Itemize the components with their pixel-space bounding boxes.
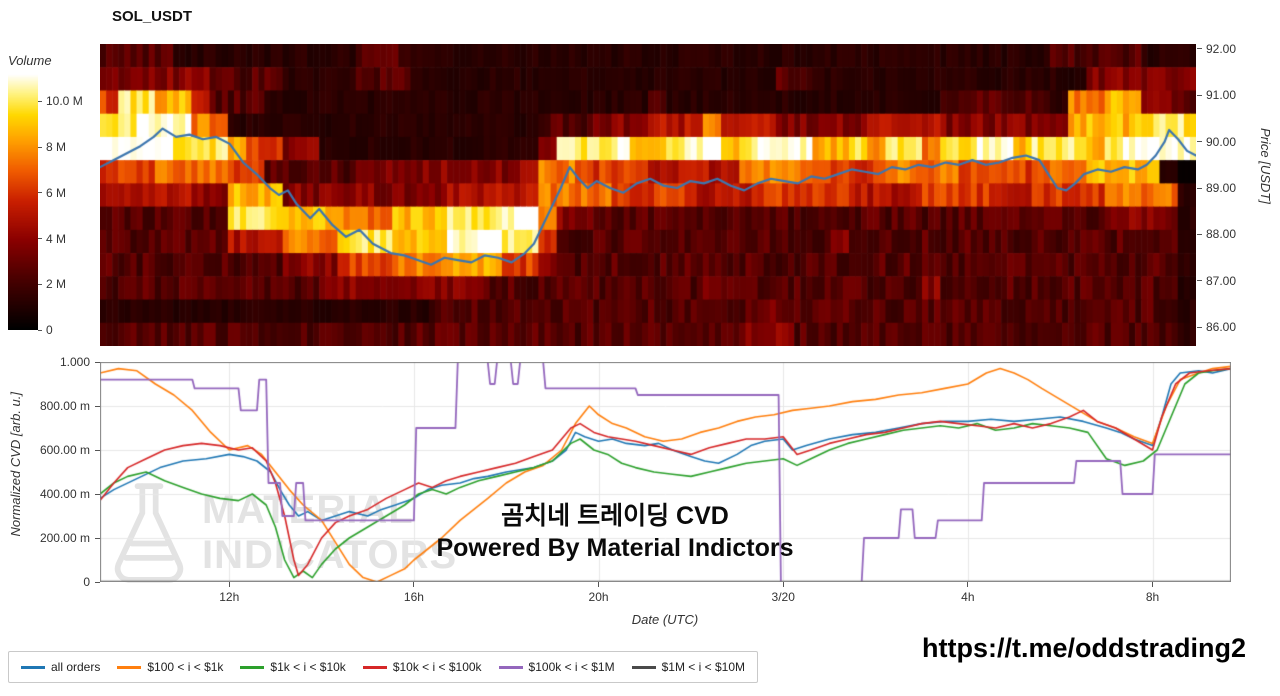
price-tick-mark: [1197, 48, 1202, 50]
price-tick-mark: [1197, 233, 1202, 235]
date-axis-label: Date (UTC): [631, 612, 699, 627]
volume-colorbar: [8, 74, 38, 330]
cvd-ytick-mark: [95, 581, 100, 583]
legend-swatch: [21, 665, 45, 669]
series-legend: all orders $100 < i < $1k $1k < i < $10k $1…: [8, 651, 758, 683]
price-tick-label: 87.00: [1206, 273, 1237, 288]
legend-label: $100 < i < $1k: [147, 660, 224, 674]
cvd-xtick-label: 12h: [219, 590, 240, 604]
colorbar-tick-label: 10.0 M: [46, 94, 83, 109]
price-tick-label: 88.00: [1206, 227, 1237, 242]
legend-swatch: [631, 665, 656, 669]
colorbar-tick-mark: [38, 238, 42, 240]
price-axis-label: Price [USDT]: [1258, 128, 1273, 204]
legend-swatch: [498, 665, 523, 669]
legend-item-3[interactable]: $10k < i < $100k: [362, 660, 482, 674]
price-tick-mark: [1197, 280, 1202, 282]
cvd-ytick-label: 1.000: [59, 355, 90, 369]
colorbar-tick-label: 4 M: [46, 231, 67, 246]
price-tick-label: 90.00: [1206, 134, 1237, 149]
price-tick-label: 86.00: [1206, 320, 1237, 335]
price-tick-label: 89.00: [1206, 181, 1237, 196]
colorbar-tick-mark: [38, 283, 42, 285]
price-tick-mark: [1197, 187, 1202, 189]
cvd-xtick-label: 3/20: [771, 590, 795, 604]
telegram-url[interactable]: https://t.me/oddstrading2: [922, 633, 1246, 663]
orderbook-volume-heatmap[interactable]: [100, 44, 1196, 346]
legend-item-5[interactable]: $1M < i < $10M: [631, 660, 745, 674]
colorbar-label: Volume: [8, 53, 52, 68]
cvd-ytick-label: 0: [83, 575, 90, 589]
legend-label: $1k < i < $10k: [270, 660, 346, 674]
normalized-cvd-chart[interactable]: [100, 362, 1231, 582]
colorbar-tick-mark: [38, 146, 42, 148]
cvd-xtick-label: 20h: [588, 590, 609, 604]
chart-title: SOL_USDT: [112, 8, 193, 25]
legend-swatch: [117, 665, 142, 669]
cvd-ytick-label: 400.00 m: [39, 487, 90, 501]
colorbar-tick-label: 2 M: [46, 277, 67, 292]
colorbar-tick-mark: [38, 192, 42, 194]
colorbar-tick-label: 6 M: [46, 185, 67, 200]
cvd-xtick-mark: [598, 582, 600, 587]
legend-label: all orders: [51, 660, 101, 674]
overlay-annotation: 곰치네 트레이딩 CVD Powered By Material Indicto…: [315, 500, 915, 564]
overlay-line1: 곰치네 트레이딩 CVD: [501, 502, 729, 530]
colorbar-tick-mark: [38, 100, 42, 102]
price-tick-mark: [1197, 141, 1202, 143]
price-tick-label: 92.00: [1206, 41, 1237, 56]
legend-label: $10k < i < $100k: [392, 660, 482, 674]
cvd-y-axis-label: Normalized CVD [arb. u.]: [8, 392, 23, 537]
cvd-ytick-mark: [95, 493, 100, 495]
colorbar-tick-label: 0: [46, 323, 53, 337]
legend-label: $1M < i < $10M: [661, 660, 745, 674]
legend-item-1[interactable]: $100 < i < $1k: [117, 660, 223, 674]
cvd-ytick-label: 600.00 m: [39, 443, 90, 457]
legend-item-0[interactable]: all orders: [21, 660, 100, 674]
cvd-ytick-mark: [95, 537, 100, 539]
cvd-xtick-mark: [228, 582, 230, 587]
price-tick-mark: [1197, 326, 1202, 328]
cvd-xtick-mark: [1152, 582, 1154, 587]
legend-swatch: [240, 665, 265, 669]
cvd-xtick-label: 4h: [961, 590, 975, 604]
price-tick-label: 91.00: [1206, 88, 1237, 103]
cvd-xtick-label: 8h: [1145, 590, 1160, 604]
cvd-ytick-mark: [95, 361, 100, 363]
cvd-ytick-mark: [95, 405, 100, 407]
cvd-ytick-mark: [95, 449, 100, 451]
legend-item-2[interactable]: $1k < i < $10k: [240, 660, 346, 674]
overlay-line2: Powered By Material Indictors: [436, 534, 794, 562]
cvd-ytick-label: 800.00 m: [39, 399, 90, 413]
colorbar-tick-mark: [38, 329, 42, 331]
cvd-xtick-mark: [967, 582, 969, 587]
colorbar-tick-label: 8 M: [46, 140, 67, 155]
legend-item-4[interactable]: $100k < i < $1M: [498, 660, 615, 674]
cvd-xtick-mark: [413, 582, 415, 587]
cvd-ytick-label: 200.00 m: [39, 531, 90, 545]
legend-label: $100k < i < $1M: [528, 660, 615, 674]
legend-swatch: [362, 665, 387, 669]
cvd-xtick-mark: [782, 582, 784, 587]
cvd-xtick-label: 16h: [403, 590, 424, 604]
price-tick-mark: [1197, 94, 1202, 96]
